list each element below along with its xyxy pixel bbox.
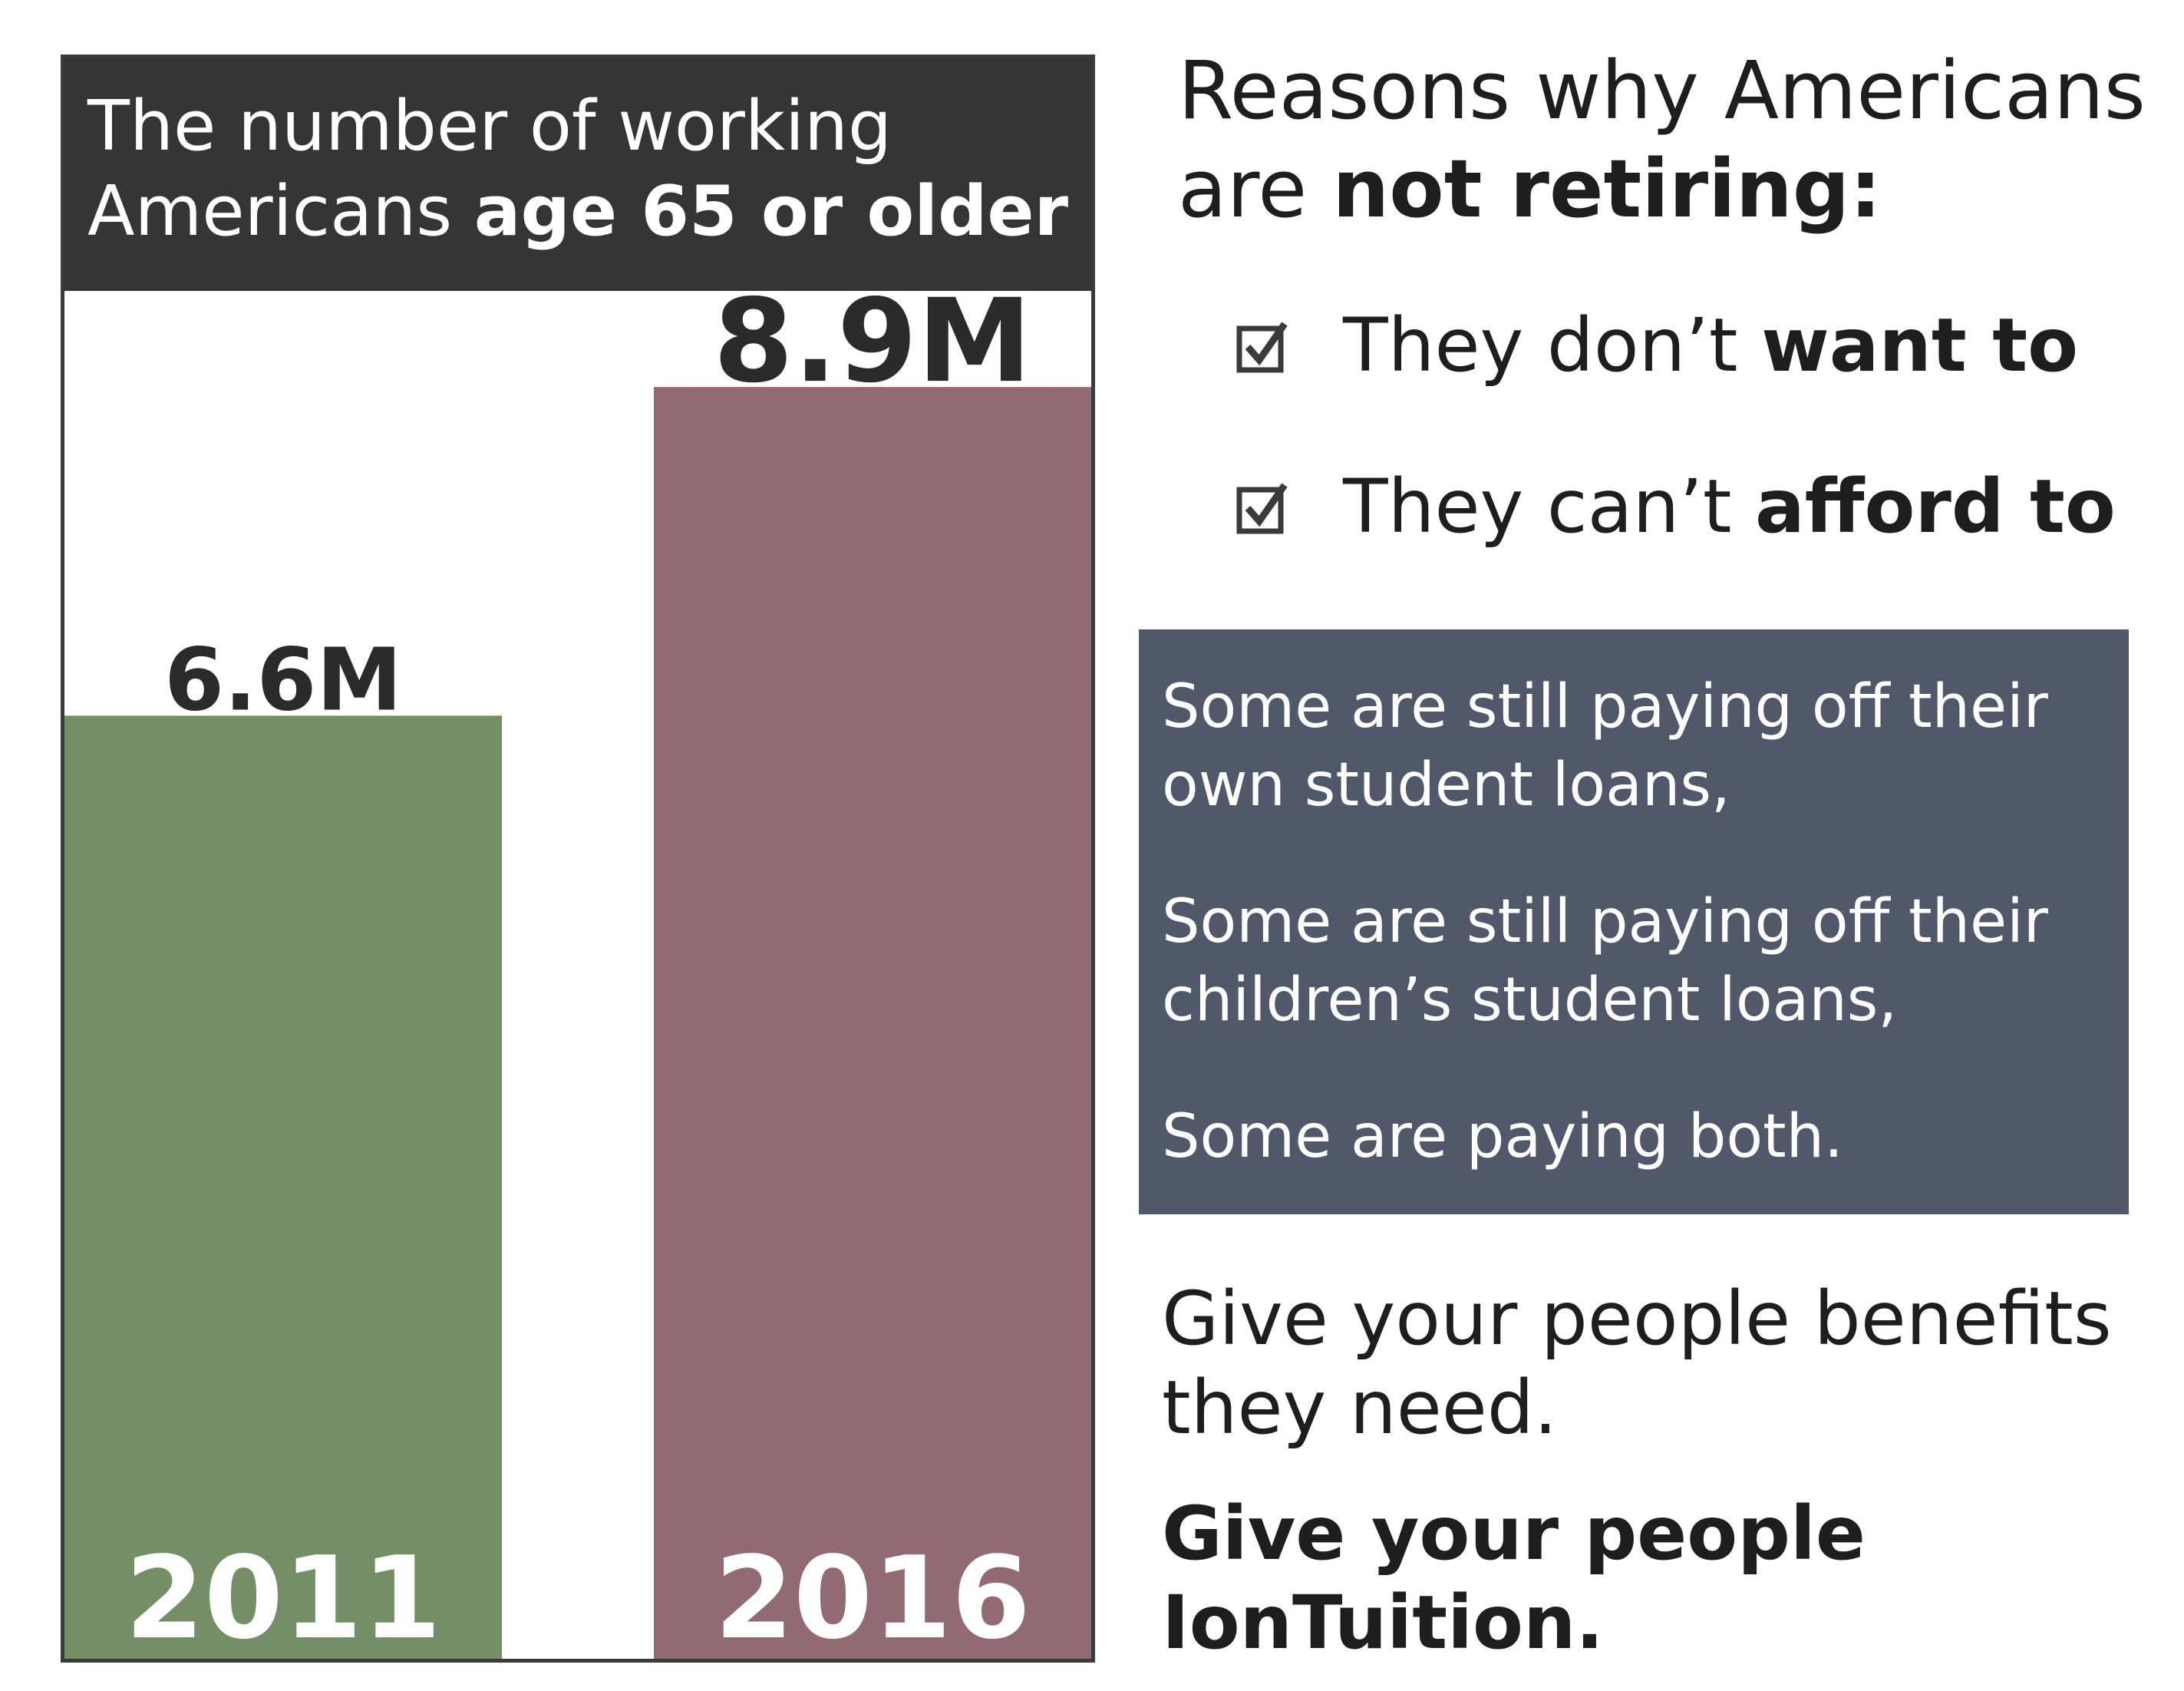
bar-2016 — [654, 387, 1091, 1659]
data-label-2016: 8.9M — [714, 275, 1032, 408]
loans-p1-line-2: own student loans, — [1162, 751, 1730, 820]
reasons-heading-line-2: are not retiring: — [1178, 140, 1882, 238]
cta-iontuition: Give your people IonTuition. — [1162, 1489, 1866, 1667]
reason-text: They don’t want to — [1343, 307, 2078, 384]
cta-iontuition-line-1: Give your people — [1162, 1491, 1866, 1577]
reason-bold: want to — [1761, 302, 2079, 388]
reasons-heading-line-1: Reasons why Americans — [1178, 44, 2146, 137]
cta-benefits-line-2: they need. — [1162, 1365, 1558, 1451]
loans-paragraph-both: Some are paying both. — [1162, 1102, 1843, 1171]
chart-title-bold: age 65 or older — [473, 171, 1068, 252]
loans-p2-line-2: children’s student loans, — [1162, 966, 1898, 1035]
checkbox-checked-icon — [1236, 322, 1288, 373]
bar-chart-panel: 6.6M 2011 8.9M 2016 The number of working A… — [61, 54, 1095, 1663]
category-label-2016: 2016 — [714, 1532, 1031, 1659]
cta-benefits-line-1: Give your people benefits — [1162, 1276, 2112, 1362]
reason-bold: afford to — [1755, 464, 2116, 550]
bar-2011 — [64, 715, 502, 1659]
chart-title-line-1: The number of working — [87, 86, 892, 167]
chart-plot: 6.6M 2011 8.9M 2016 — [64, 275, 1091, 1659]
loans-paragraph-own: Some are still paying off their own stud… — [1162, 668, 2048, 824]
loans-paragraph-children: Some are still paying off their children… — [1162, 883, 2048, 1039]
chart-title-line-2: Americans age 65 or older — [87, 169, 1068, 255]
cta-benefits: Give your people benefits they need. — [1162, 1274, 2112, 1452]
reason-plain: They don’t — [1343, 302, 1762, 388]
checkbox-checked-icon — [1236, 483, 1288, 534]
chart-title-plain: Americans — [87, 171, 474, 252]
chart-title: The number of working Americans age 65 o… — [64, 58, 1091, 291]
cta-iontuition-line-2: IonTuition. — [1162, 1580, 1604, 1666]
reasons-heading-plain: are — [1178, 142, 1333, 236]
data-label-2011: 6.6M — [164, 630, 402, 730]
reason-plain: They can’t — [1343, 464, 1755, 550]
reason-text: They can’t afford to — [1343, 468, 2116, 545]
loans-p2-line-1: Some are still paying off their — [1162, 887, 2048, 956]
student-loans-box: Some are still paying off their own stud… — [1139, 629, 2129, 1214]
loans-p1-line-1: Some are still paying off their — [1162, 672, 2048, 741]
category-label-2011: 2011 — [125, 1532, 441, 1659]
reasons-heading-bold: not retiring: — [1332, 142, 1882, 236]
